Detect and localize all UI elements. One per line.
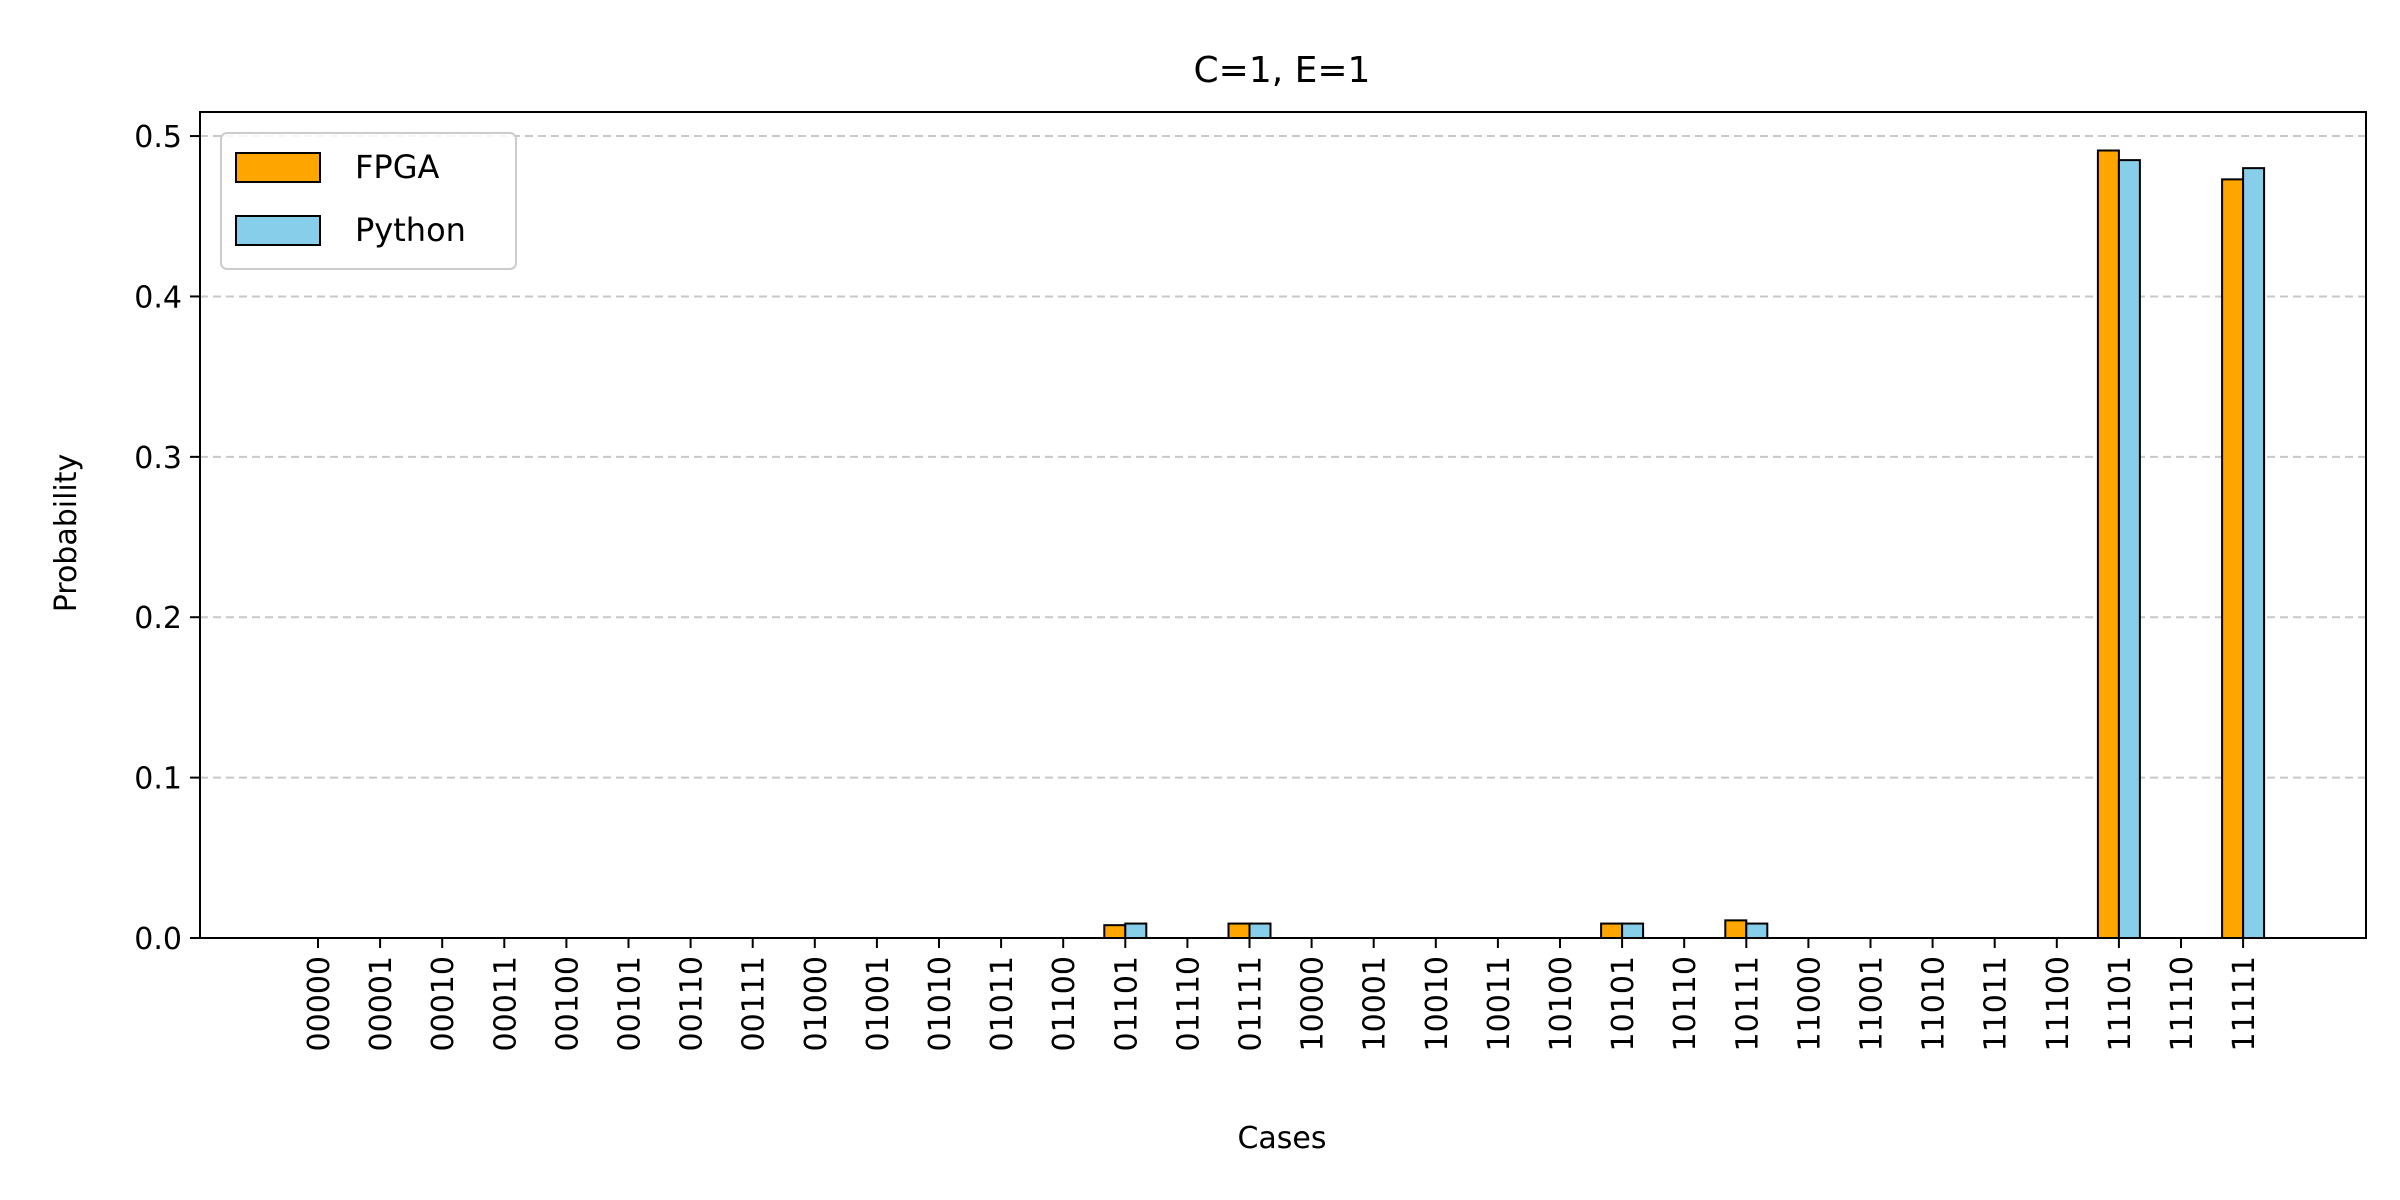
x-tick-label: 01110 xyxy=(1171,956,1206,1051)
bar-fpga-10101 xyxy=(1600,922,1624,940)
x-tick-label: 01001 xyxy=(861,956,896,1051)
x-tick-label: 10000 xyxy=(1296,956,1331,1051)
x-tick-label: 11110 xyxy=(2165,956,2200,1051)
x-tick-label: 00111 xyxy=(737,956,772,1051)
bar-python-10111 xyxy=(1745,922,1769,940)
x-tick-label: 11000 xyxy=(1792,956,1827,1051)
x-tick-label: 11101 xyxy=(2103,956,2138,1051)
x-tick-label: 01000 xyxy=(799,956,834,1051)
legend-label-python: Python xyxy=(355,211,466,249)
x-tick-label: 11010 xyxy=(1917,956,1952,1051)
x-tick-label: 00100 xyxy=(550,956,585,1051)
x-tick-label: 01111 xyxy=(1234,956,1269,1051)
x-tick-label: 11001 xyxy=(1855,956,1890,1051)
plot-frame xyxy=(199,111,2367,939)
bar-fpga-11101 xyxy=(2096,149,2120,939)
x-tick-label: 10111 xyxy=(1730,956,1765,1051)
legend-swatch-fpga xyxy=(235,152,321,183)
legend-swatch-python xyxy=(235,215,321,246)
x-tick-label: 01011 xyxy=(985,956,1020,1051)
bar-python-01111 xyxy=(1248,922,1272,940)
bars xyxy=(1103,149,2266,940)
x-tick-label: 10100 xyxy=(1544,956,1579,1051)
y-axis-label: Probability xyxy=(49,454,84,613)
x-tick-label: 00101 xyxy=(613,956,648,1051)
x-tick-label: 10001 xyxy=(1358,956,1393,1051)
x-axis-label: Cases xyxy=(1237,1121,1326,1156)
bar-fpga-01101 xyxy=(1103,924,1127,940)
x-tick-label: 00000 xyxy=(302,956,337,1051)
x-tick-label: 00001 xyxy=(364,956,399,1051)
gridlines xyxy=(200,135,2366,779)
y-tick-label: 0.1 xyxy=(134,762,182,797)
x-tick-label: 10110 xyxy=(1668,956,1703,1051)
x-tick-label: 11111 xyxy=(2227,956,2262,1051)
y-tick-label: 0.2 xyxy=(134,601,182,636)
bar-python-01101 xyxy=(1124,922,1148,940)
x-tick-label: 10010 xyxy=(1420,956,1455,1051)
bar-python-11101 xyxy=(2117,159,2141,939)
legend: FPGA Python xyxy=(220,132,517,270)
x-tick-label: 00010 xyxy=(426,956,461,1051)
bar-fpga-11111 xyxy=(2221,178,2245,940)
x-tick-label: 11011 xyxy=(1979,956,2014,1051)
x-axis-ticks: 00000 00001 00010 00011 00100 00101 00110 00111… xyxy=(302,938,2262,1051)
x-tick-label: 01010 xyxy=(923,956,958,1051)
bar-python-11111 xyxy=(2242,167,2266,939)
bar-fpga-10111 xyxy=(1724,919,1748,940)
chart-title: C=1, E=1 xyxy=(1194,50,1371,91)
x-tick-label: 00110 xyxy=(675,956,710,1051)
y-tick-label: 0.4 xyxy=(134,280,182,315)
bar-python-10101 xyxy=(1621,922,1645,940)
x-tick-label: 10011 xyxy=(1482,956,1517,1051)
y-axis-ticks: 0.0 0.1 0.2 0.3 0.4 0.5 xyxy=(134,120,200,957)
x-tick-label: 01100 xyxy=(1047,956,1082,1051)
y-tick-label: 0.5 xyxy=(134,120,182,155)
x-tick-label: 01101 xyxy=(1109,956,1144,1051)
bar-fpga-01111 xyxy=(1227,922,1251,940)
x-tick-label: 11100 xyxy=(2041,956,2076,1051)
y-tick-label: 0.3 xyxy=(134,441,182,476)
legend-label-fpga: FPGA xyxy=(355,148,440,186)
x-tick-label: 00011 xyxy=(488,956,523,1051)
y-tick-label: 0.0 xyxy=(134,922,182,957)
x-tick-label: 10101 xyxy=(1606,956,1641,1051)
